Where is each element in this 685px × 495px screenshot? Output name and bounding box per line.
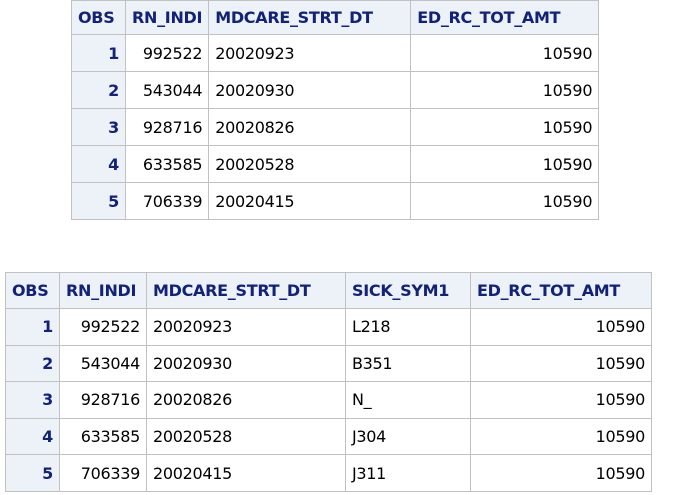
table-row: 5 706339 20020415 J311 10590 (5, 454, 652, 492)
mdcare-strt-dt-cell: 20020930 (208, 71, 412, 109)
column-header-ed-rc-tot-amt: ED_RC_TOT_AMT (410, 0, 600, 35)
obs-cell: 5 (71, 182, 126, 220)
mdcare-strt-dt-cell: 20020528 (208, 145, 412, 183)
obs-cell: 1 (5, 308, 60, 346)
mdcare-strt-dt-cell: 20020930 (146, 344, 346, 383)
mdcare-strt-dt-cell: 20020415 (146, 454, 346, 492)
obs-cell: 2 (5, 344, 60, 383)
table-row: 2 543044 20020930 10590 (71, 71, 600, 109)
mdcare-strt-dt-cell: 20020923 (146, 308, 346, 346)
rn-indi-cell: 543044 (124, 71, 210, 109)
rn-indi-cell: 543044 (59, 344, 147, 383)
ed-rc-tot-amt-cell: 10590 (410, 182, 600, 220)
table-row: 4 633585 20020528 J304 10590 (5, 417, 652, 456)
column-header-mdcare-strt-dt: MDCARE_STRT_DT (208, 0, 412, 35)
sick-sym1-cell: L218 (345, 308, 471, 346)
ed-rc-tot-amt-cell: 10590 (470, 344, 652, 383)
sick-sym1-cell: B351 (345, 344, 471, 383)
rn-indi-cell: 992522 (124, 34, 210, 72)
column-header-rn-indi: RN_INDI (59, 272, 147, 309)
mdcare-strt-dt-cell: 20020923 (208, 34, 412, 72)
obs-cell: 4 (5, 417, 60, 456)
table-row: 5 706339 20020415 10590 (71, 182, 600, 220)
table-row: 4 633585 20020528 10590 (71, 145, 600, 183)
table-row: 3 928716 20020826 N_ 10590 (5, 381, 652, 419)
ed-rc-tot-amt-cell: 10590 (410, 145, 600, 183)
mdcare-strt-dt-cell: 20020826 (146, 381, 346, 419)
results-table-1: OBS RN_INDI MDCARE_STRT_DT ED_RC_TOT_AMT… (71, 0, 600, 220)
obs-cell: 2 (71, 71, 126, 109)
rn-indi-cell: 633585 (124, 145, 210, 183)
header-row: OBS RN_INDI MDCARE_STRT_DT ED_RC_TOT_AMT (71, 0, 600, 35)
ed-rc-tot-amt-cell: 10590 (470, 454, 652, 492)
column-header-ed-rc-tot-amt: ED_RC_TOT_AMT (470, 272, 652, 309)
table-row: 1 992522 20020923 L218 10590 (5, 308, 652, 346)
ed-rc-tot-amt-cell: 10590 (410, 71, 600, 109)
column-header-obs: OBS (71, 0, 126, 35)
obs-cell: 4 (71, 145, 126, 183)
mdcare-strt-dt-cell: 20020528 (146, 417, 346, 456)
rn-indi-cell: 633585 (59, 417, 147, 456)
table-row: 2 543044 20020930 B351 10590 (5, 344, 652, 383)
rn-indi-cell: 706339 (124, 182, 210, 220)
obs-cell: 3 (71, 108, 126, 146)
sick-sym1-cell: J311 (345, 454, 471, 492)
obs-cell: 5 (5, 454, 60, 492)
table-row: 3 928716 20020826 10590 (71, 108, 600, 146)
rn-indi-cell: 706339 (59, 454, 147, 492)
ed-rc-tot-amt-cell: 10590 (410, 108, 600, 146)
obs-cell: 3 (5, 381, 60, 419)
rn-indi-cell: 928716 (124, 108, 210, 146)
sick-sym1-cell: J304 (345, 417, 471, 456)
rn-indi-cell: 928716 (59, 381, 147, 419)
column-header-mdcare-strt-dt: MDCARE_STRT_DT (146, 272, 346, 309)
sick-sym1-cell: N_ (345, 381, 471, 419)
ed-rc-tot-amt-cell: 10590 (470, 308, 652, 346)
column-header-sick-sym1: SICK_SYM1 (345, 272, 471, 309)
mdcare-strt-dt-cell: 20020826 (208, 108, 412, 146)
table-row: 1 992522 20020923 10590 (71, 34, 600, 72)
column-header-rn-indi: RN_INDI (124, 0, 210, 35)
rn-indi-cell: 992522 (59, 308, 147, 346)
ed-rc-tot-amt-cell: 10590 (470, 381, 652, 419)
header-row: OBS RN_INDI MDCARE_STRT_DT SICK_SYM1 ED_… (5, 272, 652, 309)
column-header-obs: OBS (5, 272, 60, 309)
mdcare-strt-dt-cell: 20020415 (208, 182, 412, 220)
results-table-2: OBS RN_INDI MDCARE_STRT_DT SICK_SYM1 ED_… (5, 272, 652, 492)
ed-rc-tot-amt-cell: 10590 (470, 417, 652, 456)
obs-cell: 1 (71, 34, 126, 72)
ed-rc-tot-amt-cell: 10590 (410, 34, 600, 72)
